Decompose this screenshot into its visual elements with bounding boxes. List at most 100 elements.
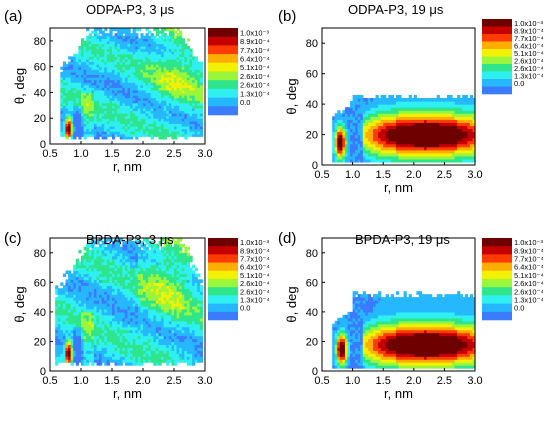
heatmap-cell	[106, 353, 111, 357]
heatmap-cell	[112, 74, 116, 78]
heatmap-cell	[117, 120, 121, 124]
heatmap-cell	[57, 314, 61, 319]
heatmap-cell	[99, 323, 103, 328]
heatmap-cell	[55, 285, 59, 289]
heatmap-cell	[117, 350, 121, 354]
heatmap-cell	[62, 323, 67, 328]
heatmap-cell	[143, 317, 147, 322]
heatmap-cell	[75, 133, 80, 137]
heatmap-cell	[96, 300, 100, 304]
heatmap-cell	[122, 97, 126, 101]
heatmap-cell	[122, 359, 126, 363]
heatmap-cell	[161, 38, 165, 42]
heatmap-cell	[140, 113, 144, 117]
heatmap-cell	[65, 300, 69, 304]
heatmap-cell	[469, 101, 474, 105]
heatmap-cell	[104, 356, 108, 360]
heatmap-cell	[383, 101, 387, 105]
heatmap-cell	[86, 82, 90, 86]
heatmap-cell	[117, 329, 121, 334]
heatmap-cell	[403, 125, 407, 130]
heatmap-cell	[161, 270, 165, 275]
heatmap-cell	[459, 110, 463, 114]
heatmap-cell	[132, 335, 136, 340]
heatmap-cell	[150, 308, 154, 313]
heatmap-cell	[109, 100, 113, 104]
heatmap-cell	[426, 128, 430, 133]
heatmap-cell	[441, 116, 445, 120]
heatmap-cell	[155, 107, 160, 112]
heatmap-cell	[114, 95, 118, 99]
heatmap-cell	[464, 94, 468, 99]
heatmap-cell	[181, 92, 185, 96]
heatmap-cell	[454, 125, 458, 130]
heatmap-cell	[332, 125, 336, 130]
heatmap-cell	[127, 282, 131, 286]
heatmap-cell	[179, 43, 183, 47]
heatmap-cell	[186, 113, 191, 117]
heatmap-cell	[78, 51, 82, 55]
heatmap-cell	[55, 305, 59, 310]
heatmap-cell	[65, 359, 69, 363]
heatmap-cell	[393, 110, 397, 114]
heatmap-cell	[395, 113, 400, 117]
heatmap-cell	[117, 38, 121, 42]
heatmap-cell	[135, 97, 139, 101]
heatmap-cell	[192, 61, 196, 65]
heatmap-cell	[181, 46, 185, 50]
heatmap-cell	[137, 107, 142, 112]
heatmap-cell	[153, 105, 157, 109]
heatmap-cell	[112, 326, 116, 331]
heatmap-cell	[117, 74, 121, 78]
heatmap-cell	[161, 107, 165, 112]
heatmap-cell	[119, 303, 123, 307]
heatmap-cell	[137, 102, 142, 106]
heatmap-cell	[78, 97, 82, 101]
heatmap-cell	[132, 125, 136, 130]
heatmap-cell	[176, 125, 180, 130]
heatmap-cell	[140, 297, 144, 301]
heatmap-cell	[189, 125, 193, 130]
heatmap-cell	[78, 332, 82, 337]
heatmap-cell	[189, 105, 193, 109]
heatmap-cell	[150, 264, 154, 269]
heatmap-cell	[403, 98, 407, 102]
heatmap-cell	[106, 308, 111, 313]
heatmap-cell	[68, 294, 72, 298]
heatmap-cell	[166, 110, 170, 114]
heatmap-cell	[401, 122, 405, 127]
heatmap-cell	[342, 122, 346, 127]
heatmap-cell	[179, 107, 183, 112]
heatmap-cell	[429, 143, 433, 148]
heatmap-cell	[70, 350, 74, 354]
heatmap-cell	[86, 347, 90, 351]
heatmap-cell	[158, 255, 162, 260]
heatmap-cell	[194, 92, 198, 96]
heatmap-cell	[462, 104, 466, 108]
heatmap-cell	[75, 294, 80, 298]
heatmap-cell	[73, 276, 77, 280]
heatmap-cell	[124, 74, 129, 78]
heatmap-cell	[106, 238, 111, 242]
heatmap-cell	[106, 48, 111, 52]
heatmap-cell	[337, 119, 341, 123]
heatmap-cell	[350, 110, 354, 114]
heatmap-cell	[109, 128, 113, 132]
heatmap-cell	[362, 131, 366, 136]
heatmap-cell	[161, 249, 165, 254]
heatmap-cell	[161, 131, 165, 135]
heatmap-cell	[127, 353, 131, 357]
heatmap-cell	[406, 107, 410, 111]
heatmap-cell	[88, 125, 92, 130]
heatmap-cell	[132, 279, 136, 283]
heatmap-cell	[390, 94, 394, 99]
heatmap-cell	[122, 46, 126, 50]
heatmap-cell	[127, 362, 131, 366]
heatmap-cell	[81, 317, 85, 322]
heatmap-cell	[403, 149, 407, 154]
heatmap-cell	[65, 317, 69, 322]
heatmap-cell	[99, 270, 103, 275]
heatmap-cell	[452, 128, 456, 133]
heatmap-cell	[99, 128, 103, 132]
